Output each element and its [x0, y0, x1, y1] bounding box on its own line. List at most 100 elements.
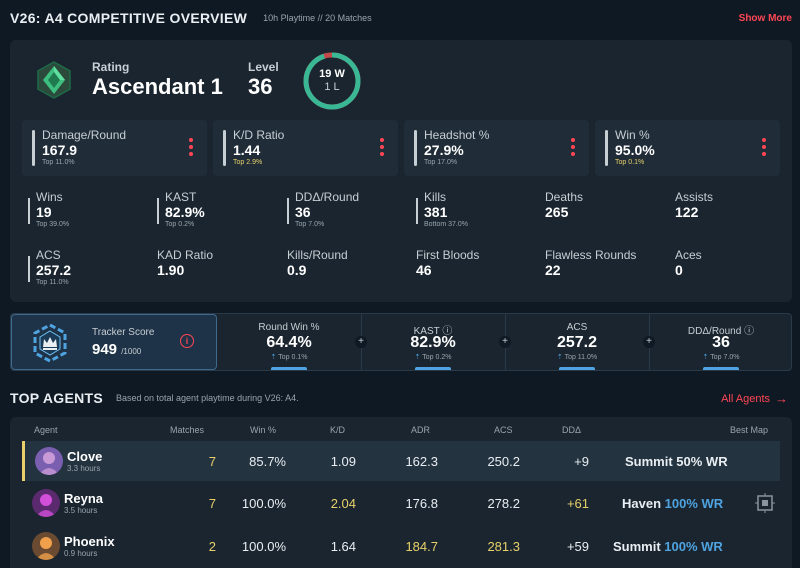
agent-row[interactable]: Phoenix 0.9 hours 2 100.0% 1.64 184.7 281.3 +59…: [22, 526, 780, 566]
stat-item: Aces 0: [675, 248, 795, 292]
stat-item: KAD Ratio 1.90: [157, 248, 277, 292]
stat-label: ACS: [36, 248, 61, 262]
tracker-stat-label: DDΔ/Round ⓘ: [687, 326, 755, 337]
info-icon[interactable]: i: [180, 334, 194, 348]
losses-count: 1 L: [324, 81, 340, 93]
stat-bar: [157, 198, 159, 224]
stat-label: Kills: [424, 190, 447, 204]
stat-bar: [28, 198, 30, 224]
plus-icon: +: [355, 336, 367, 348]
tracker-stat-percentile: ⇡ Top 7.0%: [649, 353, 791, 361]
stat-item: Wins 19 Top 39.0%: [28, 190, 148, 234]
col-header-win[interactable]: Win %: [250, 425, 277, 435]
stat-label: KAST: [165, 190, 197, 204]
tracker-stat-value: 257.2: [556, 334, 598, 351]
agent-kd: 2.04: [330, 496, 356, 511]
agent-avatar: [32, 532, 60, 560]
top-agents-title: TOP AGENTS: [10, 390, 103, 406]
col-header-agent[interactable]: Agent: [34, 425, 58, 435]
agent-avatar: [35, 447, 63, 475]
all-agents-link[interactable]: All Agents →: [721, 391, 788, 406]
col-header-best-map[interactable]: Best Map: [730, 425, 769, 435]
stat-value: 95.0%: [615, 142, 655, 158]
agent-avatar: [32, 489, 60, 517]
agent-acs: 278.2: [487, 496, 520, 511]
agent-row[interactable]: Clove 3.3 hours 7 85.7% 1.09 162.3 250.2 +9 Summ…: [22, 441, 780, 481]
stat-value: 82.9%: [165, 204, 205, 220]
stat-card: K/D Ratio 1.44 Top 2.9%: [213, 120, 398, 176]
agent-win: 85.7%: [249, 454, 286, 469]
stat-label: KAD Ratio: [157, 248, 214, 262]
tracker-stat: ACS 257.2 ⇡ Top 11.0%: [505, 314, 649, 370]
agent-kd: 1.64: [330, 539, 356, 554]
overview-card: Rating Ascendant 1 Level 36 19 W 1 L Dam…: [10, 40, 792, 302]
agent-kd: 1.09: [330, 454, 356, 469]
stat-item: Kills/Round 0.9: [287, 248, 407, 292]
col-header-dd[interactable]: DDΔ: [562, 425, 582, 435]
stat-label: Flawless Rounds: [545, 248, 637, 262]
tracker-score-value: 949 /1000: [92, 341, 141, 358]
col-header-kd[interactable]: K/D: [330, 425, 346, 435]
level-label: Level: [248, 60, 279, 74]
tracker-stat-value: 36: [712, 334, 730, 351]
stat-bar: [32, 130, 35, 166]
stat-bar: [414, 130, 417, 166]
agent-hours: 0.9 hours: [64, 549, 98, 558]
stat-value: 381: [424, 204, 448, 220]
tracker-stat-percentile: ⇡ Top 0.2%: [361, 353, 505, 361]
kebab-menu-icon[interactable]: [189, 138, 193, 156]
agent-win: 100.0%: [241, 539, 286, 554]
best-map-winrate: 100% WR: [664, 539, 723, 554]
agent-hours: 3.3 hours: [67, 464, 101, 473]
stat-label: DDΔ/Round: [295, 190, 360, 204]
stat-label: Damage/Round: [42, 128, 127, 142]
stat-label: Deaths: [545, 190, 584, 204]
rating-label: Rating: [92, 60, 130, 74]
stat-label: Headshot %: [424, 128, 490, 142]
overview-header: V26: A4 COMPETITIVE OVERVIEW 10h Playtim…: [10, 9, 792, 27]
stat-percentile: Top 39.0%: [36, 221, 70, 228]
ascendant-rank-icon: [37, 61, 71, 99]
overview-title: V26: A4 COMPETITIVE OVERVIEW: [10, 10, 248, 26]
stat-label: Kills/Round: [287, 248, 348, 262]
win-loss-ring: [303, 52, 361, 110]
stat-value: 1.90: [157, 262, 185, 278]
kebab-menu-icon[interactable]: [380, 138, 384, 156]
tracker-stat-underline: [703, 367, 739, 370]
stat-item: First Bloods 46: [416, 248, 536, 292]
stat-percentile: Top 0.1%: [615, 159, 645, 166]
stat-label: First Bloods: [416, 248, 480, 262]
stat-percentile: Top 11.0%: [36, 279, 69, 286]
col-header-acs[interactable]: ACS: [494, 425, 513, 435]
arrow-up-icon: ⇡: [556, 354, 563, 361]
tracker-score-panel: Tracker Score 949 /1000 i: [11, 314, 217, 370]
top-agents-subtitle: Based on total agent playtime during V26…: [116, 393, 299, 403]
kebab-menu-icon[interactable]: [762, 138, 766, 156]
stat-card: Headshot % 27.9% Top 17.0%: [404, 120, 589, 176]
arrow-up-icon: ⇡: [270, 354, 277, 361]
stat-item: KAST 82.9% Top 0.2%: [157, 190, 277, 234]
agent-row[interactable]: Reyna 3.5 hours 7 100.0% 2.04 176.8 278.2 +61 Ha…: [22, 483, 780, 523]
stat-label: Aces: [675, 248, 702, 262]
stat-item: ACS 257.2 Top 11.0%: [28, 248, 148, 292]
show-more-link[interactable]: Show More: [738, 12, 792, 24]
best-map-winrate: 50% WR: [676, 454, 728, 469]
plus-icon: +: [643, 336, 655, 348]
kebab-menu-icon[interactable]: [571, 138, 575, 156]
wins-count: 19 W: [319, 68, 345, 80]
stat-value: 1.44: [233, 142, 261, 158]
tracker-stat-percentile-text: Top 7.0%: [710, 354, 740, 361]
stat-card: Damage/Round 167.9 Top 11.0%: [22, 120, 207, 176]
col-header-adr[interactable]: ADR: [411, 425, 431, 435]
agent-acs: 281.3: [487, 539, 520, 554]
stat-card: Win % 95.0% Top 0.1%: [595, 120, 780, 176]
stat-value: 0.9: [287, 262, 307, 278]
tracker-score-max: /1000: [121, 347, 142, 356]
stat-percentile: Top 17.0%: [424, 159, 458, 166]
agent-dd: +59: [566, 539, 589, 554]
agent-adr: 162.3: [405, 454, 438, 469]
col-header-matches[interactable]: Matches: [170, 425, 205, 435]
arrow-up-icon: ⇡: [702, 354, 709, 361]
tracker-stat-percentile: ⇡ Top 0.1%: [217, 353, 361, 361]
best-map: Haven 100% WR: [622, 496, 723, 511]
